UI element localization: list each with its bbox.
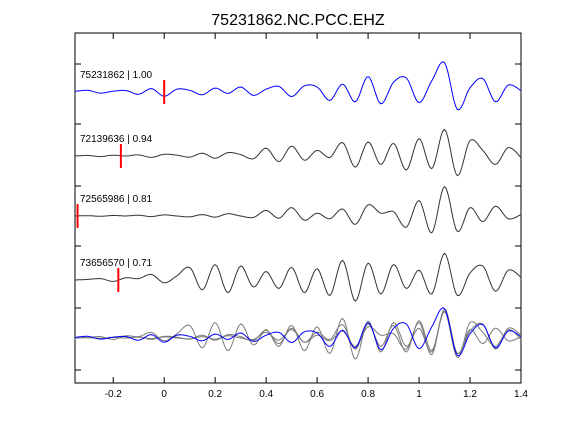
trace-label: 73656570 | 0.71 (80, 258, 153, 269)
overlay-trace-line (74, 307, 522, 357)
x-tick-label: 0.2 (208, 389, 222, 400)
trace-label: 72565986 | 0.81 (80, 194, 153, 205)
x-tick-label: 1.2 (463, 389, 477, 400)
x-tick-label: 0 (161, 389, 167, 400)
trace-line (75, 252, 522, 302)
trace-line (74, 61, 522, 111)
x-tick-label: 0.8 (361, 389, 375, 400)
overlay-panel (74, 307, 522, 360)
trace-label: 75231862 | 1.00 (80, 70, 153, 81)
x-tick-label: 0.6 (310, 389, 324, 400)
x-axis: -0.2 0 0.2 0.4 0.6 0.8 1 1.2 1.4 (105, 33, 528, 400)
x-tick-label: 1 (416, 389, 422, 400)
trace-line (74, 128, 522, 177)
y-axis-ticks (75, 63, 521, 371)
trace-line (75, 185, 522, 234)
x-tick-label: 0.4 (259, 389, 273, 400)
x-tick-label: -0.2 (105, 389, 123, 400)
plot-area (74, 32, 522, 384)
traces-layer: 75231862 | 1.00 72139636 | 0.94 72565986 |… (74, 61, 522, 302)
chart-title: 75231862.NC.PCC.EHZ (211, 12, 385, 29)
x-tick-label: 1.4 (514, 389, 528, 400)
trace-label: 72139636 | 0.94 (80, 134, 153, 145)
